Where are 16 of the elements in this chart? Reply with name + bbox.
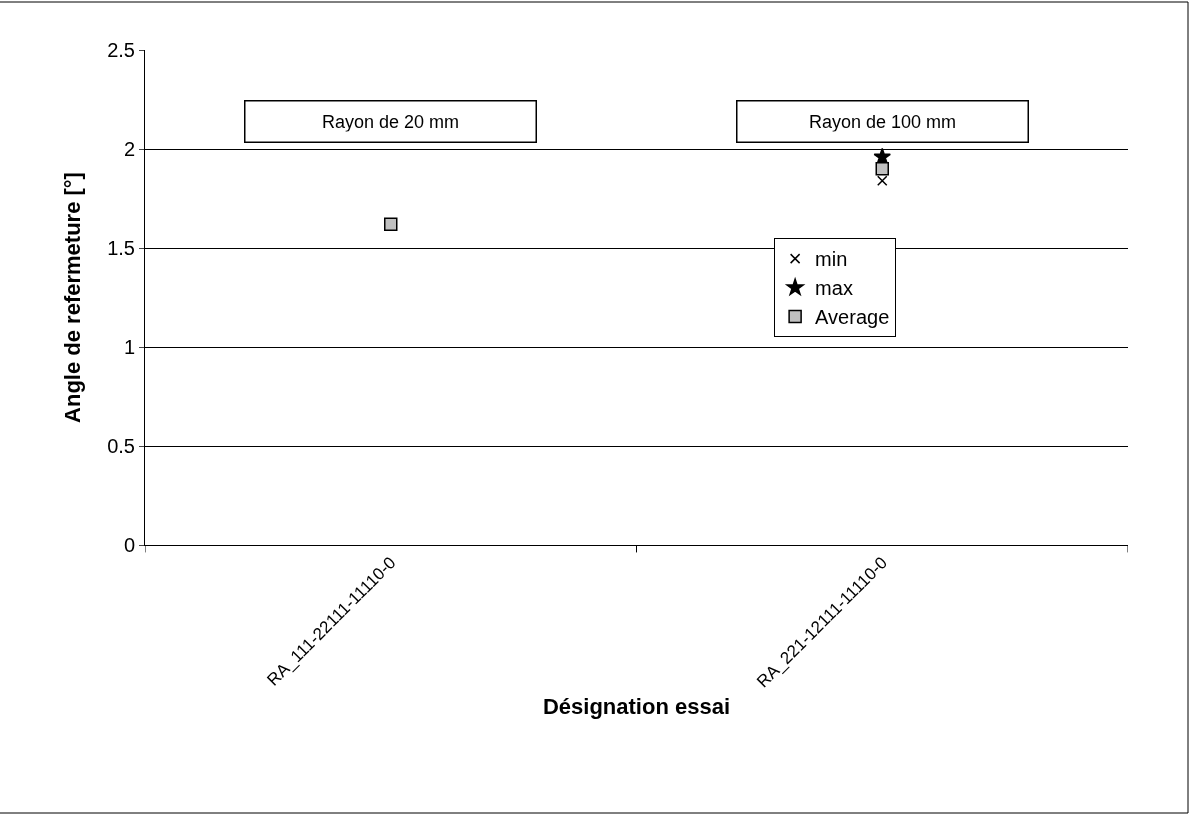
annotation: Rayon de 20 mm xyxy=(321,111,460,132)
legend-label: min xyxy=(815,248,848,271)
y-axis-title: Angle de refermeture [°] xyxy=(59,172,85,423)
x-axis-title: Désignation essai xyxy=(542,694,731,720)
point xyxy=(875,162,889,176)
y-tick-label: 1.5 xyxy=(107,237,135,259)
legend-label: max xyxy=(815,277,853,300)
point xyxy=(877,175,888,186)
y-tick-label: 0.5 xyxy=(107,435,135,457)
y-tick-label: 2 xyxy=(123,138,135,160)
point xyxy=(384,217,398,231)
y-tick-label: 2.5 xyxy=(107,39,135,61)
legend-label: Average xyxy=(815,306,890,329)
y-tick-label: 1 xyxy=(123,336,135,358)
annotation: Rayon de 100 mm xyxy=(808,111,957,132)
y-tick-label: 0 xyxy=(123,534,135,556)
